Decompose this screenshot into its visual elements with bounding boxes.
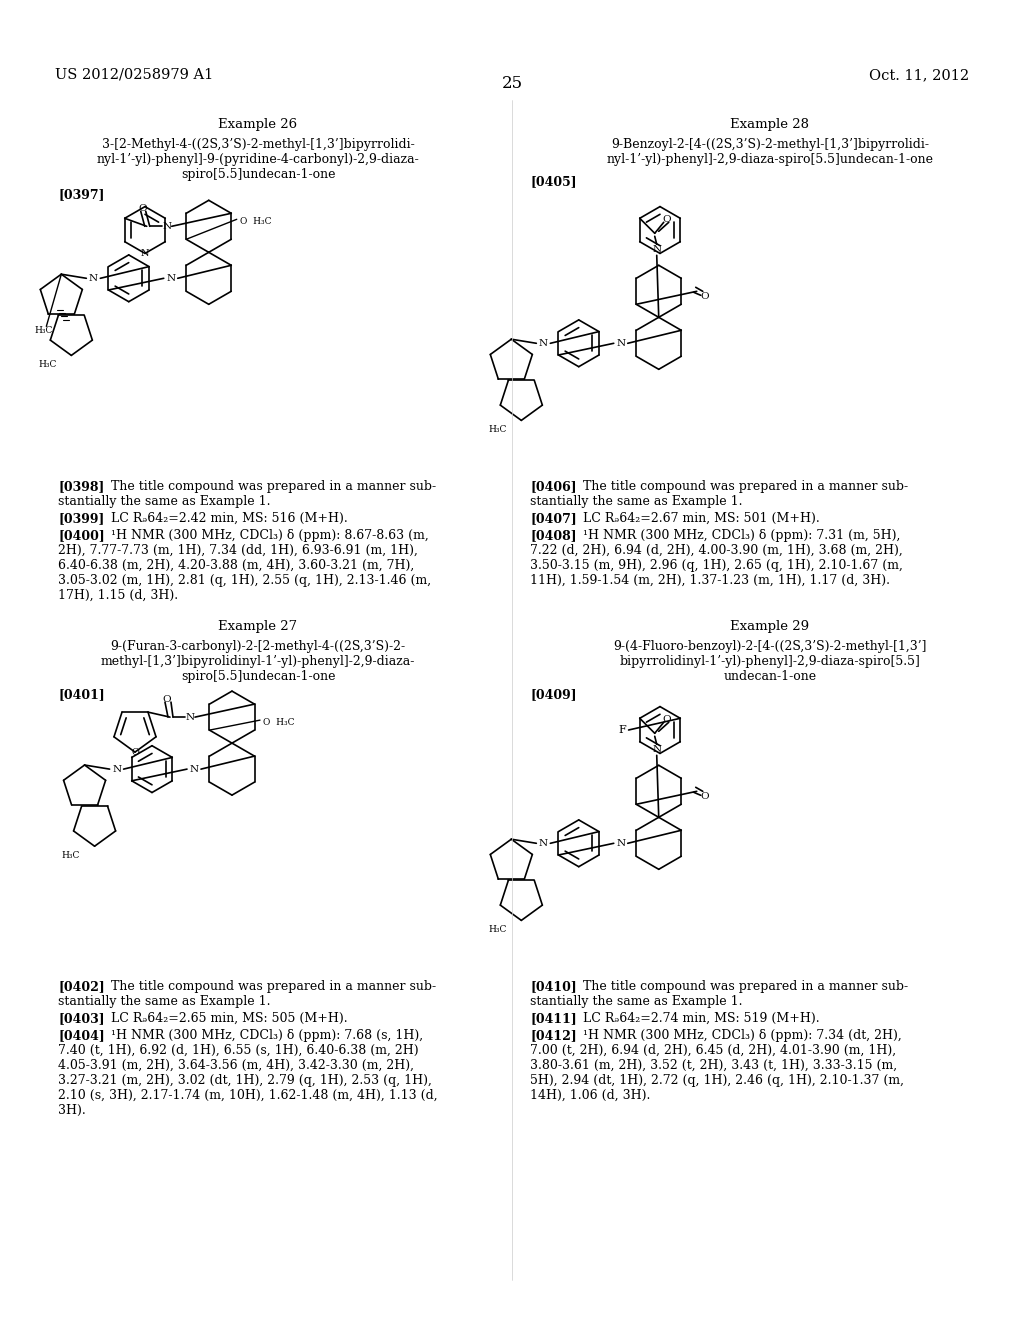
Text: N: N: [112, 764, 121, 774]
Text: spiro[5.5]undecan-1-one: spiro[5.5]undecan-1-one: [181, 671, 335, 682]
Text: Oct. 11, 2012: Oct. 11, 2012: [869, 69, 969, 82]
Text: F: F: [618, 725, 627, 735]
Text: [0407]: [0407]: [530, 512, 577, 525]
Text: N: N: [652, 244, 662, 253]
Text: nyl-1’-yl)-phenyl]-2,9-diaza-spiro[5.5]undecan-1-one: nyl-1’-yl)-phenyl]-2,9-diaza-spiro[5.5]u…: [606, 153, 934, 166]
Text: [0412]: [0412]: [530, 1030, 577, 1041]
Text: stantially the same as Example 1.: stantially the same as Example 1.: [530, 495, 742, 508]
Text: ¹H NMR (300 MHz, CDCl₃) δ (ppm): 7.31 (m, 5H),: ¹H NMR (300 MHz, CDCl₃) δ (ppm): 7.31 (m…: [567, 529, 900, 543]
Text: [0411]: [0411]: [530, 1012, 577, 1026]
Text: Example 28: Example 28: [730, 117, 810, 131]
Text: H₃C: H₃C: [488, 425, 507, 434]
Text: 2.10 (s, 3H), 2.17-1.74 (m, 10H), 1.62-1.48 (m, 4H), 1.13 (d,: 2.10 (s, 3H), 2.17-1.74 (m, 10H), 1.62-1…: [58, 1089, 437, 1102]
Text: The title compound was prepared in a manner sub-: The title compound was prepared in a man…: [95, 480, 436, 492]
Text: Example 29: Example 29: [730, 620, 810, 634]
Text: US 2012/0258979 A1: US 2012/0258979 A1: [55, 69, 213, 82]
Text: Example 26: Example 26: [218, 117, 298, 131]
Text: 25: 25: [502, 75, 522, 92]
Text: LC Rₔ64₂=2.65 min, MS: 505 (M+H).: LC Rₔ64₂=2.65 min, MS: 505 (M+H).: [95, 1012, 347, 1026]
Text: 3.80-3.61 (m, 2H), 3.52 (t, 2H), 3.43 (t, 1H), 3.33-3.15 (m,: 3.80-3.61 (m, 2H), 3.52 (t, 2H), 3.43 (t…: [530, 1059, 897, 1072]
Text: 6.40-6.38 (m, 2H), 4.20-3.88 (m, 4H), 3.60-3.21 (m, 7H),: 6.40-6.38 (m, 2H), 4.20-3.88 (m, 4H), 3.…: [58, 558, 415, 572]
Text: N: N: [539, 339, 548, 347]
Text: LC Rₔ64₂=2.74 min, MS: 519 (M+H).: LC Rₔ64₂=2.74 min, MS: 519 (M+H).: [567, 1012, 819, 1026]
Text: O: O: [663, 715, 671, 723]
Text: 5H), 2.94 (dt, 1H), 2.72 (q, 1H), 2.46 (q, 1H), 2.10-1.37 (m,: 5H), 2.94 (dt, 1H), 2.72 (q, 1H), 2.46 (…: [530, 1074, 904, 1086]
Text: N: N: [140, 249, 150, 257]
Text: 17H), 1.15 (d, 3H).: 17H), 1.15 (d, 3H).: [58, 589, 178, 602]
Text: [0398]: [0398]: [58, 480, 104, 492]
Text: stantially the same as Example 1.: stantially the same as Example 1.: [530, 995, 742, 1008]
Text: [0408]: [0408]: [530, 529, 577, 543]
Text: 9-(4-Fluoro-benzoyl)-2-[4-((2S,3’S)-2-methyl-[1,3’]: 9-(4-Fluoro-benzoyl)-2-[4-((2S,3’S)-2-me…: [613, 640, 927, 653]
Text: 4.05-3.91 (m, 2H), 3.64-3.56 (m, 4H), 3.42-3.30 (m, 2H),: 4.05-3.91 (m, 2H), 3.64-3.56 (m, 4H), 3.…: [58, 1059, 414, 1072]
Text: Example 27: Example 27: [218, 620, 298, 634]
Text: N: N: [616, 339, 626, 347]
Text: O: O: [700, 292, 709, 301]
Text: 3.50-3.15 (m, 9H), 2.96 (q, 1H), 2.65 (q, 1H), 2.10-1.67 (m,: 3.50-3.15 (m, 9H), 2.96 (q, 1H), 2.65 (q…: [530, 558, 903, 572]
Text: [0409]: [0409]: [530, 688, 577, 701]
Text: [0406]: [0406]: [530, 480, 577, 492]
Text: 3H).: 3H).: [58, 1104, 86, 1117]
Text: methyl-[1,3’]bipyrolidinyl-1’-yl)-phenyl]-2,9-diaza-: methyl-[1,3’]bipyrolidinyl-1’-yl)-phenyl…: [100, 655, 415, 668]
Text: H₃C: H₃C: [61, 851, 80, 861]
Text: ¹H NMR (300 MHz, CDCl₃) δ (ppm): 7.68 (s, 1H),: ¹H NMR (300 MHz, CDCl₃) δ (ppm): 7.68 (s…: [95, 1030, 423, 1041]
Text: nyl-1’-yl)-phenyl]-9-(pyridine-4-carbonyl)-2,9-diaza-: nyl-1’-yl)-phenyl]-9-(pyridine-4-carbony…: [96, 153, 420, 166]
Text: [0399]: [0399]: [58, 512, 104, 525]
Text: N: N: [166, 273, 175, 282]
Text: bipyrrolidinyl-1’-yl)-phenyl]-2,9-diaza-spiro[5.5]: bipyrrolidinyl-1’-yl)-phenyl]-2,9-diaza-…: [620, 655, 921, 668]
Text: The title compound was prepared in a manner sub-: The title compound was prepared in a man…: [95, 979, 436, 993]
Text: [0410]: [0410]: [530, 979, 577, 993]
Text: [0401]: [0401]: [58, 688, 104, 701]
Text: O: O: [131, 747, 139, 756]
Text: [0402]: [0402]: [58, 979, 104, 993]
Text: 9-Benzoyl-2-[4-((2S,3’S)-2-methyl-[1,3’]bipyrrolidi-: 9-Benzoyl-2-[4-((2S,3’S)-2-methyl-[1,3’]…: [611, 139, 929, 150]
Text: N: N: [162, 222, 171, 231]
Text: N: N: [89, 273, 98, 282]
Text: [0400]: [0400]: [58, 529, 104, 543]
Text: stantially the same as Example 1.: stantially the same as Example 1.: [58, 995, 270, 1008]
Text: N: N: [652, 744, 662, 754]
Text: N: N: [616, 838, 626, 847]
Text: spiro[5.5]undecan-1-one: spiro[5.5]undecan-1-one: [181, 168, 335, 181]
Text: N: N: [185, 713, 195, 722]
Text: [0404]: [0404]: [58, 1030, 104, 1041]
Text: O: O: [663, 215, 671, 224]
Text: The title compound was prepared in a manner sub-: The title compound was prepared in a man…: [567, 480, 908, 492]
Text: N: N: [189, 764, 199, 774]
Text: ¹H NMR (300 MHz, CDCl₃) δ (ppm): 8.67-8.63 (m,: ¹H NMR (300 MHz, CDCl₃) δ (ppm): 8.67-8.…: [95, 529, 429, 543]
Text: O: O: [163, 694, 171, 704]
Text: 3-[2-Methyl-4-((2S,3’S)-2-methyl-[1,3’]bipyrrolidi-: 3-[2-Methyl-4-((2S,3’S)-2-methyl-[1,3’]b…: [101, 139, 415, 150]
Text: 11H), 1.59-1.54 (m, 2H), 1.37-1.23 (m, 1H), 1.17 (d, 3H).: 11H), 1.59-1.54 (m, 2H), 1.37-1.23 (m, 1…: [530, 574, 890, 587]
Text: LC Rₔ64₂=2.42 min, MS: 516 (M+H).: LC Rₔ64₂=2.42 min, MS: 516 (M+H).: [95, 512, 348, 525]
Text: undecan-1-one: undecan-1-one: [723, 671, 816, 682]
Text: [0397]: [0397]: [58, 187, 104, 201]
Text: 9-(Furan-3-carbonyl)-2-[2-methyl-4-((2S,3’S)-2-: 9-(Furan-3-carbonyl)-2-[2-methyl-4-((2S,…: [111, 640, 406, 653]
Text: 7.00 (t, 2H), 6.94 (d, 2H), 6.45 (d, 2H), 4.01-3.90 (m, 1H),: 7.00 (t, 2H), 6.94 (d, 2H), 6.45 (d, 2H)…: [530, 1044, 896, 1057]
Text: 3.05-3.02 (m, 1H), 2.81 (q, 1H), 2.55 (q, 1H), 2.13-1.46 (m,: 3.05-3.02 (m, 1H), 2.81 (q, 1H), 2.55 (q…: [58, 574, 431, 587]
Text: O: O: [138, 203, 147, 213]
Text: H₃C: H₃C: [488, 925, 507, 935]
Text: H₃C: H₃C: [34, 326, 52, 335]
Text: 7.22 (d, 2H), 6.94 (d, 2H), 4.00-3.90 (m, 1H), 3.68 (m, 2H),: 7.22 (d, 2H), 6.94 (d, 2H), 4.00-3.90 (m…: [530, 544, 903, 557]
Text: [0405]: [0405]: [530, 176, 577, 187]
Text: O: O: [700, 792, 709, 801]
Text: stantially the same as Example 1.: stantially the same as Example 1.: [58, 495, 270, 508]
Text: 7.40 (t, 1H), 6.92 (d, 1H), 6.55 (s, 1H), 6.40-6.38 (m, 2H): 7.40 (t, 1H), 6.92 (d, 1H), 6.55 (s, 1H)…: [58, 1044, 419, 1057]
Text: N: N: [539, 838, 548, 847]
Text: 3.27-3.21 (m, 2H), 3.02 (dt, 1H), 2.79 (q, 1H), 2.53 (q, 1H),: 3.27-3.21 (m, 2H), 3.02 (dt, 1H), 2.79 (…: [58, 1074, 432, 1086]
Text: O  H₃C: O H₃C: [263, 718, 295, 726]
Text: LC Rₔ64₂=2.67 min, MS: 501 (M+H).: LC Rₔ64₂=2.67 min, MS: 501 (M+H).: [567, 512, 820, 525]
Text: [0403]: [0403]: [58, 1012, 104, 1026]
Text: H₃C: H₃C: [38, 360, 56, 370]
Text: 2H), 7.77-7.73 (m, 1H), 7.34 (dd, 1H), 6.93-6.91 (m, 1H),: 2H), 7.77-7.73 (m, 1H), 7.34 (dd, 1H), 6…: [58, 544, 418, 557]
Text: The title compound was prepared in a manner sub-: The title compound was prepared in a man…: [567, 979, 908, 993]
Text: 14H), 1.06 (d, 3H).: 14H), 1.06 (d, 3H).: [530, 1089, 650, 1102]
Text: ¹H NMR (300 MHz, CDCl₃) δ (ppm): 7.34 (dt, 2H),: ¹H NMR (300 MHz, CDCl₃) δ (ppm): 7.34 (d…: [567, 1030, 902, 1041]
Text: O  H₃C: O H₃C: [240, 216, 271, 226]
